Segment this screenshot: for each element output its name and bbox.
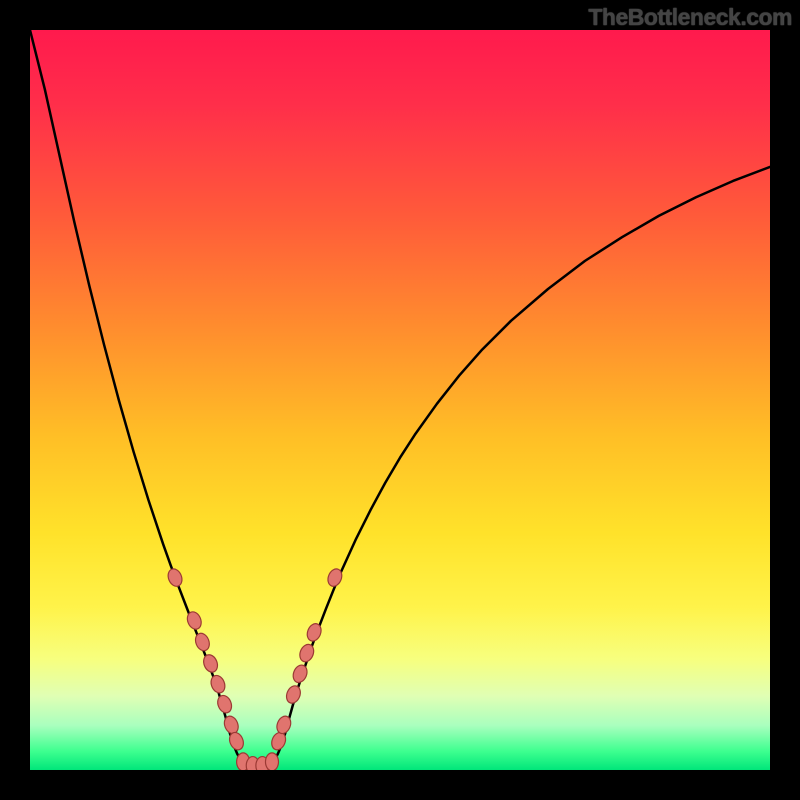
bottleneck-chart [0, 0, 800, 800]
marker-bottom [265, 753, 278, 771]
chart-stage: TheBottleneck.com [0, 0, 800, 800]
watermark-text: TheBottleneck.com [588, 4, 792, 31]
gradient-panel [30, 30, 770, 770]
